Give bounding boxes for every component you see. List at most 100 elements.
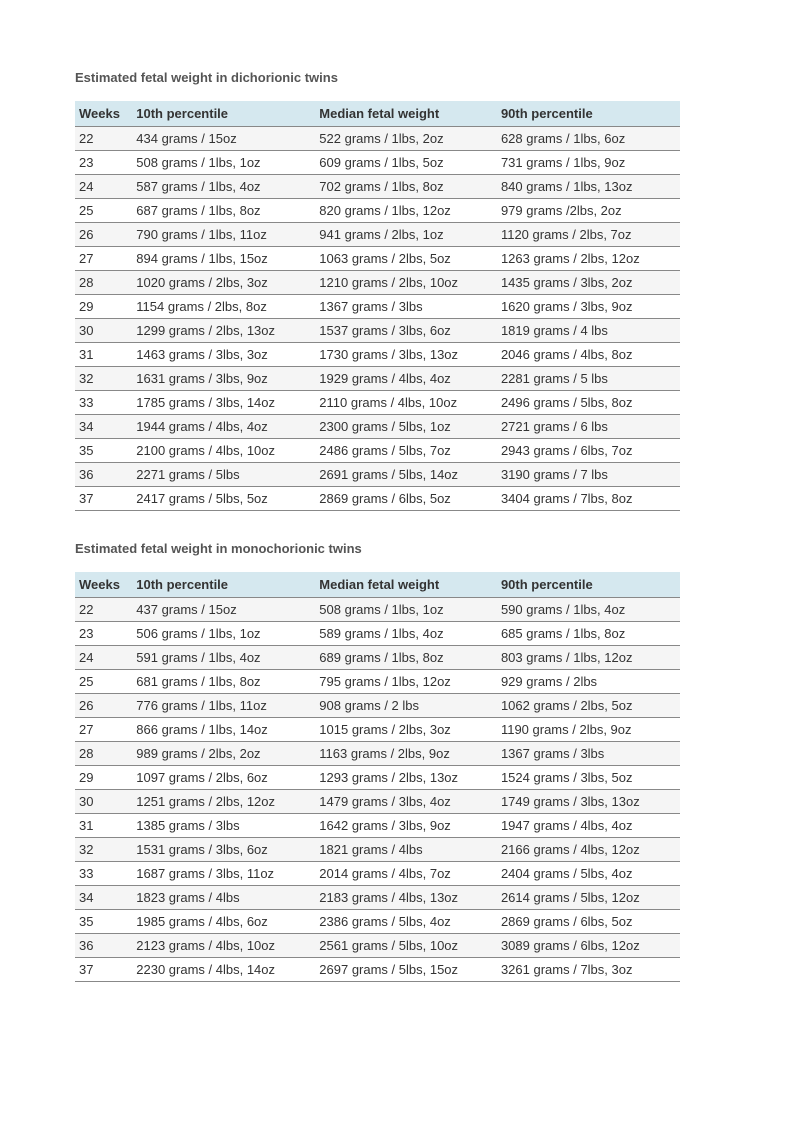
table-cell: 1749 grams / 3lbs, 13oz [497, 790, 680, 814]
column-header: 10th percentile [132, 101, 315, 127]
table-cell: 23 [75, 622, 132, 646]
table-row: 281020 grams / 2lbs, 3oz1210 grams / 2lb… [75, 271, 680, 295]
table-cell: 36 [75, 463, 132, 487]
table-cell: 3190 grams / 7 lbs [497, 463, 680, 487]
table-cell: 894 grams / 1lbs, 15oz [132, 247, 315, 271]
table-cell: 25 [75, 670, 132, 694]
table-row: 22434 grams / 15oz522 grams / 1lbs, 2oz6… [75, 127, 680, 151]
table-cell: 2386 grams / 5lbs, 4oz [315, 910, 497, 934]
table-cell: 1154 grams / 2lbs, 8oz [132, 295, 315, 319]
table-cell: 1687 grams / 3lbs, 11oz [132, 862, 315, 886]
table-cell: 1537 grams / 3lbs, 6oz [315, 319, 497, 343]
table-row: 352100 grams / 4lbs, 10oz2486 grams / 5l… [75, 439, 680, 463]
table-cell: 1435 grams / 3lbs, 2oz [497, 271, 680, 295]
table-cell: 33 [75, 862, 132, 886]
table-cell: 34 [75, 886, 132, 910]
table-cell: 2496 grams / 5lbs, 8oz [497, 391, 680, 415]
table-cell: 1190 grams / 2lbs, 9oz [497, 718, 680, 742]
table-cell: 1293 grams / 2lbs, 13oz [315, 766, 497, 790]
table-cell: 28 [75, 271, 132, 295]
column-header: 90th percentile [497, 572, 680, 598]
table-row: 372417 grams / 5lbs, 5oz2869 grams / 6lb… [75, 487, 680, 511]
table-cell: 437 grams / 15oz [132, 598, 315, 622]
table-cell: 2486 grams / 5lbs, 7oz [315, 439, 497, 463]
table-cell: 2281 grams / 5 lbs [497, 367, 680, 391]
table-cell: 1020 grams / 2lbs, 3oz [132, 271, 315, 295]
table-cell: 2014 grams / 4lbs, 7oz [315, 862, 497, 886]
table-cell: 628 grams / 1lbs, 6oz [497, 127, 680, 151]
table-row: 372230 grams / 4lbs, 14oz2697 grams / 5l… [75, 958, 680, 982]
table-cell: 1163 grams / 2lbs, 9oz [315, 742, 497, 766]
table-cell: 2123 grams / 4lbs, 10oz [132, 934, 315, 958]
table-cell: 908 grams / 2 lbs [315, 694, 497, 718]
fetal-weight-table: Weeks10th percentileMedian fetal weight9… [75, 101, 680, 511]
table-cell: 2404 grams / 5lbs, 4oz [497, 862, 680, 886]
table-cell: 1385 grams / 3lbs [132, 814, 315, 838]
table-cell: 2943 grams / 6lbs, 7oz [497, 439, 680, 463]
table-cell: 2046 grams / 4lbs, 8oz [497, 343, 680, 367]
column-header: 10th percentile [132, 572, 315, 598]
table-cell: 1062 grams / 2lbs, 5oz [497, 694, 680, 718]
table-cell: 28 [75, 742, 132, 766]
table-row: 301251 grams / 2lbs, 12oz1479 grams / 3l… [75, 790, 680, 814]
table-cell: 27 [75, 247, 132, 271]
table-row: 341823 grams / 4lbs2183 grams / 4lbs, 13… [75, 886, 680, 910]
table-cell: 2561 grams / 5lbs, 10oz [315, 934, 497, 958]
table-cell: 25 [75, 199, 132, 223]
table-row: 321631 grams / 3lbs, 9oz1929 grams / 4lb… [75, 367, 680, 391]
table-cell: 35 [75, 910, 132, 934]
table-cell: 522 grams / 1lbs, 2oz [315, 127, 497, 151]
table-cell: 434 grams / 15oz [132, 127, 315, 151]
table-row: 291097 grams / 2lbs, 6oz1293 grams / 2lb… [75, 766, 680, 790]
table-cell: 2230 grams / 4lbs, 14oz [132, 958, 315, 982]
table-row: 331785 grams / 3lbs, 14oz2110 grams / 4l… [75, 391, 680, 415]
table-cell: 587 grams / 1lbs, 4oz [132, 175, 315, 199]
table-cell: 2869 grams / 6lbs, 5oz [497, 910, 680, 934]
table-cell: 31 [75, 814, 132, 838]
table-cell: 1929 grams / 4lbs, 4oz [315, 367, 497, 391]
table-cell: 2271 grams / 5lbs [132, 463, 315, 487]
table-cell: 37 [75, 487, 132, 511]
table-cell: 30 [75, 790, 132, 814]
table-cell: 979 grams /2lbs, 2oz [497, 199, 680, 223]
table-cell: 1367 grams / 3lbs [497, 742, 680, 766]
table-cell: 33 [75, 391, 132, 415]
column-header: Median fetal weight [315, 572, 497, 598]
table-cell: 1479 grams / 3lbs, 4oz [315, 790, 497, 814]
table-cell: 3089 grams / 6lbs, 12oz [497, 934, 680, 958]
table-row: 321531 grams / 3lbs, 6oz1821 grams / 4lb… [75, 838, 680, 862]
table-row: 27866 grams / 1lbs, 14oz1015 grams / 2lb… [75, 718, 680, 742]
section-title: Estimated fetal weight in dichorionic tw… [75, 70, 718, 85]
table-cell: 31 [75, 343, 132, 367]
fetal-weight-table: Weeks10th percentileMedian fetal weight9… [75, 572, 680, 982]
table-cell: 34 [75, 415, 132, 439]
table-cell: 1819 grams / 4 lbs [497, 319, 680, 343]
table-cell: 1821 grams / 4lbs [315, 838, 497, 862]
table-cell: 591 grams / 1lbs, 4oz [132, 646, 315, 670]
table-cell: 2110 grams / 4lbs, 10oz [315, 391, 497, 415]
table-cell: 1985 grams / 4lbs, 6oz [132, 910, 315, 934]
section-title: Estimated fetal weight in monochorionic … [75, 541, 718, 556]
table-cell: 35 [75, 439, 132, 463]
table-cell: 1367 grams / 3lbs [315, 295, 497, 319]
table-cell: 26 [75, 694, 132, 718]
table-cell: 24 [75, 175, 132, 199]
table-cell: 1823 grams / 4lbs [132, 886, 315, 910]
table-row: 351985 grams / 4lbs, 6oz2386 grams / 5lb… [75, 910, 680, 934]
table-cell: 2721 grams / 6 lbs [497, 415, 680, 439]
table-cell: 1531 grams / 3lbs, 6oz [132, 838, 315, 862]
table-row: 28989 grams / 2lbs, 2oz1163 grams / 2lbs… [75, 742, 680, 766]
table-cell: 941 grams / 2lbs, 1oz [315, 223, 497, 247]
table-cell: 508 grams / 1lbs, 1oz [132, 151, 315, 175]
table-cell: 1251 grams / 2lbs, 12oz [132, 790, 315, 814]
table-row: 291154 grams / 2lbs, 8oz1367 grams / 3lb… [75, 295, 680, 319]
table-cell: 1524 grams / 3lbs, 5oz [497, 766, 680, 790]
table-cell: 29 [75, 766, 132, 790]
table-cell: 1097 grams / 2lbs, 6oz [132, 766, 315, 790]
table-cell: 2417 grams / 5lbs, 5oz [132, 487, 315, 511]
table-cell: 32 [75, 838, 132, 862]
table-cell: 24 [75, 646, 132, 670]
table-cell: 1631 grams / 3lbs, 9oz [132, 367, 315, 391]
table-cell: 989 grams / 2lbs, 2oz [132, 742, 315, 766]
column-header: Weeks [75, 572, 132, 598]
